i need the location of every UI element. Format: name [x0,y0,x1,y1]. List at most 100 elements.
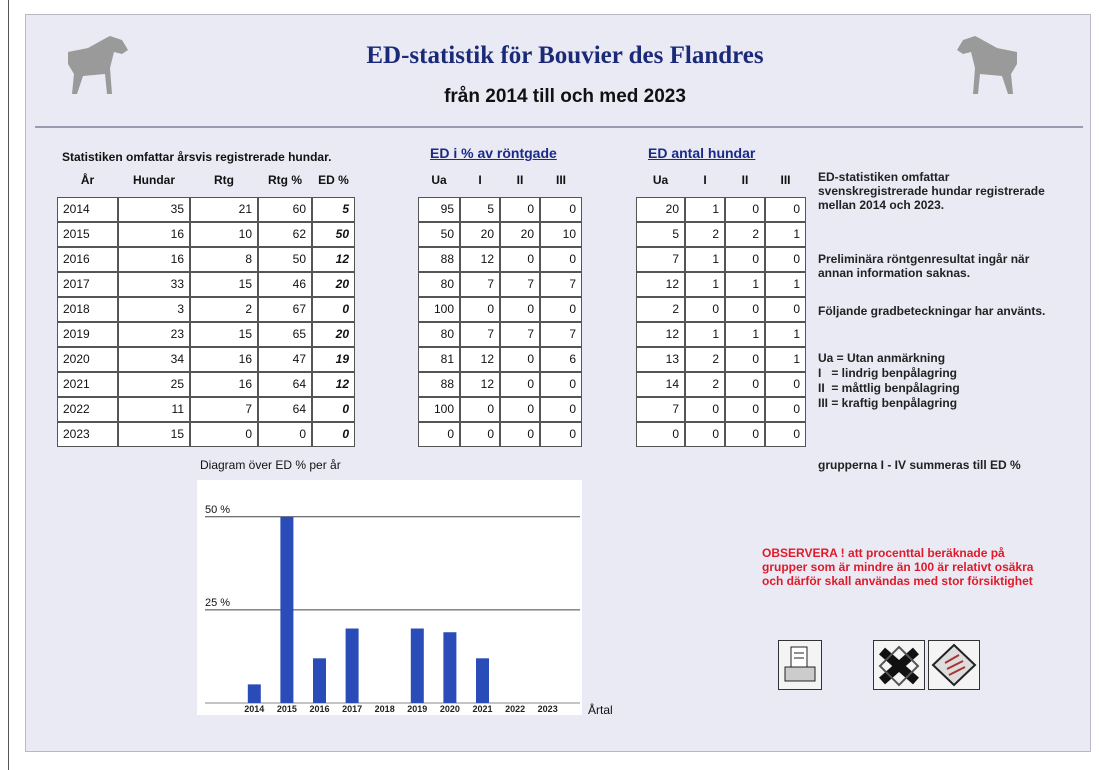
column-header: Ua [636,173,685,187]
note: ED-statistiken omfattar svenskregistrera… [818,170,1048,212]
print-button[interactable] [778,640,822,690]
warning: OBSERVERA ! att procenttal beräknade på … [762,546,1052,588]
x-tick-label: 2021 [472,704,492,714]
table-cell: 12 [312,247,355,272]
table-cell: 20 [460,222,500,247]
table-cell: 0 [540,197,582,222]
summary-note: grupperna I - IV summeras till ED % [818,458,1078,472]
table-cell: 2018 [57,297,118,322]
table-cell: 2023 [57,422,118,447]
chart-title: Diagram över ED % per år [200,458,341,472]
table-cell: 0 [685,297,725,322]
x-tick-label: 2017 [342,704,362,714]
table-cell: 0 [540,397,582,422]
table-cell: 33 [118,272,190,297]
table-caption: ED i % av röntgade [430,145,557,161]
table-cell: 0 [500,422,540,447]
column-header: I [460,173,500,187]
legend-line: III = kraftig benpålagring [818,396,1048,410]
table-cell: 2 [685,372,725,397]
table-cell: 0 [765,197,806,222]
table-cell: 0 [725,297,765,322]
close-icon [874,641,924,689]
table-cell: 2014 [57,197,118,222]
page-title: ED-statistik för Bouvier des Flandres [0,42,1099,70]
table-cell: 12 [312,372,355,397]
table-cell: 0 [258,422,312,447]
table-cell: 0 [312,422,355,447]
table-cell: 15 [190,322,258,347]
table-cell: 2 [636,297,685,322]
table-cell: 0 [685,422,725,447]
legend-line: II = måttlig benpålagring [818,381,1048,395]
table-cell: 1 [685,322,725,347]
table-cell: 2021 [57,372,118,397]
table-cell: 2 [685,347,725,372]
bar [476,658,489,703]
bar [280,517,293,703]
x-tick-label: 2023 [538,704,558,714]
table-cell: 0 [460,297,500,322]
table-cell: 2017 [57,272,118,297]
table-cell: 88 [418,372,460,397]
table-cell: 0 [312,397,355,422]
header-band [35,18,1083,128]
column-header: Rtg % [258,173,312,187]
table-cell: 95 [418,197,460,222]
bar [346,629,359,703]
table-caption: Statistiken omfattar årsvis registrerade… [62,150,331,164]
table-cell: 0 [725,397,765,422]
table-cell: 0 [460,422,500,447]
table-cell: 2020 [57,347,118,372]
table-cell: 7 [500,272,540,297]
table-cell: 2019 [57,322,118,347]
table-cell: 3 [118,297,190,322]
table-cell: 21 [190,197,258,222]
table-cell: 16 [118,247,190,272]
table-cell: 19 [312,347,355,372]
table-cell: 0 [725,347,765,372]
table-cell: 0 [765,397,806,422]
column-header: II [500,173,540,187]
x-axis-label: Årtal [588,703,613,717]
table-cell: 0 [540,372,582,397]
table-cell: 0 [540,422,582,447]
table-cell: 0 [685,397,725,422]
column-header: I [685,173,725,187]
table-cell: 20 [636,197,685,222]
table-cell: 15 [190,272,258,297]
table-cell: 62 [258,222,312,247]
table-cell: 60 [258,197,312,222]
table-cell: 5 [636,222,685,247]
table-cell: 7 [190,397,258,422]
y-tick-label: 50 % [205,504,230,516]
close-button[interactable] [873,640,925,690]
table-cell: 0 [765,422,806,447]
x-tick-label: 2016 [309,704,329,714]
table-cell: 7 [636,397,685,422]
table-cell: 12 [636,322,685,347]
note: Följande gradbeteckningar har använts. [818,304,1048,318]
table-cell: 25 [118,372,190,397]
table-cell: 88 [418,247,460,272]
table-cell: 0 [540,247,582,272]
table-cell: 12 [636,272,685,297]
table-cell: 65 [258,322,312,347]
table-cell: 34 [118,347,190,372]
table-cell: 0 [500,397,540,422]
table-cell: 1 [765,347,806,372]
table-cell: 0 [190,422,258,447]
table-cell: 2016 [57,247,118,272]
table-cell: 13 [636,347,685,372]
table-cell: 0 [765,372,806,397]
table-cell: 7 [460,272,500,297]
column-header: Rtg [190,173,258,187]
table-cell: 0 [725,247,765,272]
form-button[interactable] [928,640,980,690]
table-cell: 7 [460,322,500,347]
table-cell: 1 [725,272,765,297]
table-cell: 20 [312,272,355,297]
table-cell: 7 [500,322,540,347]
table-cell: 35 [118,197,190,222]
table-cell: 0 [540,297,582,322]
